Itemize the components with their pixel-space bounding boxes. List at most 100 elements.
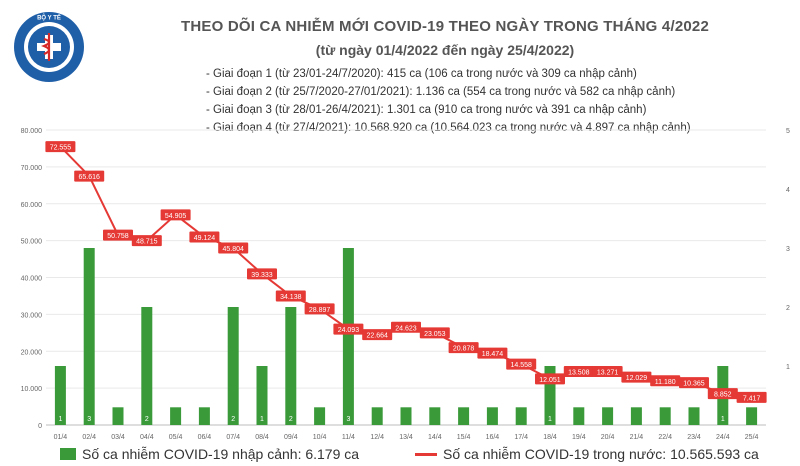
line-data-label: 12.029	[626, 375, 648, 382]
line-data-label: 34.138	[280, 294, 302, 301]
line-data-label: 22.664	[366, 333, 388, 340]
bar-imported	[170, 407, 182, 425]
x-axis-tick-label: 13/4	[399, 434, 413, 441]
line-label-box	[535, 373, 565, 385]
line-label-box	[736, 391, 767, 403]
line-label-box	[189, 231, 220, 243]
line-data-label: 28.897	[309, 307, 331, 314]
bar-data-label: 1	[548, 416, 552, 423]
left-axis-tick-label: 50.000	[21, 239, 43, 246]
line-label-box	[247, 268, 277, 280]
bar-data-label: 2	[145, 416, 149, 423]
line-label-box	[621, 371, 652, 383]
legend-label-imported: Số ca nhiễm COVID-19 nhập cảnh: 6.179 ca	[82, 446, 360, 462]
line-data-label: 7.417	[743, 395, 761, 402]
line-data-label: 12.051	[539, 377, 561, 384]
line-label-box	[419, 327, 450, 339]
bar-imported	[659, 407, 671, 425]
line-data-label: 24.093	[338, 327, 360, 334]
line-data-label: 8.852	[714, 392, 732, 399]
bar-imported	[429, 407, 441, 425]
bar-imported	[458, 407, 470, 425]
line-label-box	[391, 321, 421, 333]
line-data-label: 11.180	[655, 379, 676, 386]
x-axis-tick-label: 18/4	[543, 434, 557, 441]
line-data-label: 50.758	[107, 233, 129, 240]
line-label-box	[477, 347, 508, 359]
left-axis-tick-label: 0	[38, 423, 42, 430]
phase-2-note: - Giai đoạn 2 (từ 25/7/2020-27/01/2021):…	[206, 86, 676, 98]
line-data-label: 23.053	[424, 331, 446, 338]
phase-3-note: - Giai đoạn 3 (từ 28/01-26/4/2021): 1.30…	[206, 104, 647, 116]
x-axis-tick-label: 23/4	[687, 434, 701, 441]
line-label-box	[362, 329, 393, 341]
line-data-label: 72.555	[50, 145, 72, 152]
line-domestic	[59, 145, 752, 399]
legend-swatch-bar	[60, 448, 76, 460]
chart-subtitle: (từ ngày 01/4/2022 đến ngày 25/4/2022)	[315, 42, 575, 58]
x-axis-tick-label: 19/4	[572, 434, 586, 441]
x-axis-tick-label: 04/4	[140, 434, 154, 441]
x-axis-tick-label: 20/4	[601, 434, 615, 441]
x-axis-tick-label: 09/4	[284, 434, 298, 441]
x-axis-tick-label: 01/4	[54, 434, 68, 441]
x-axis-tick-label: 21/4	[630, 434, 644, 441]
line-label-box	[74, 170, 105, 182]
line-label-box	[45, 141, 76, 153]
bar-imported	[198, 407, 210, 425]
right-axis-tick-label: 3	[786, 246, 790, 253]
bar-imported	[746, 407, 758, 425]
x-axis-tick-label: 11/4	[342, 434, 355, 441]
x-axis-tick-label: 08/4	[255, 434, 269, 441]
logo-text: BỘ Y TẾ	[37, 14, 61, 22]
left-axis-tick-label: 30.000	[21, 312, 43, 319]
line-label-box	[448, 342, 479, 354]
phase-1-note: - Giai đoạn 1 (từ 23/01-24/7/2020): 415 …	[206, 68, 637, 80]
line-label-box	[650, 375, 681, 387]
bar-imported	[54, 366, 66, 425]
x-axis-tick-label: 02/4	[82, 434, 96, 441]
line-data-label: 13.508	[568, 370, 590, 377]
line-data-label: 24.623	[395, 325, 417, 332]
covid-chart: 0 10.000 20.000 30.000 40.000 50.000 60.000 70.…	[21, 128, 790, 441]
bar-imported	[602, 407, 614, 425]
x-axis-tick-label: 03/4	[111, 434, 125, 441]
line-data-label: 39.333	[251, 272, 273, 279]
line-label-box	[218, 242, 249, 254]
line-label-box	[304, 303, 335, 315]
line-label-box	[563, 366, 594, 378]
bar-data-label: 3	[346, 416, 350, 423]
left-axis-tick-label: 60.000	[21, 202, 43, 209]
bar-imported	[285, 307, 297, 425]
x-axis-tick-label: 12/4	[370, 434, 384, 441]
line-data-label: 18.474	[482, 351, 504, 358]
bar-imported	[256, 366, 268, 425]
x-axis-tick-label: 10/4	[313, 434, 327, 441]
right-axis-tick-label: 4	[786, 187, 790, 194]
bar-imported	[141, 307, 153, 425]
bar-imported	[314, 407, 326, 425]
ministry-logo: BỘ Y TẾ	[14, 12, 84, 82]
line-data-label: 65.616	[78, 174, 100, 181]
line-data-label: 10.365	[683, 381, 705, 388]
chart-title: THEO DÕI CA NHIỄM MỚI COVID-19 THEO NGÀY…	[181, 18, 709, 35]
left-axis-tick-label: 80.000	[21, 128, 43, 135]
left-axis-tick-label: 70.000	[21, 165, 43, 172]
line-label-box	[103, 229, 133, 241]
right-axis-tick-label: 2	[786, 305, 790, 312]
bar-imported	[486, 407, 498, 425]
right-axis-tick-label: 1	[786, 364, 790, 371]
bar-imported	[515, 407, 527, 425]
line-data-label: 48.715	[136, 239, 158, 246]
bar-imported	[83, 248, 95, 425]
bar-imported	[630, 407, 642, 425]
line-label-box	[333, 323, 364, 335]
line-data-label: 54.905	[165, 213, 187, 220]
x-axis-tick-label: 07/4	[226, 434, 240, 441]
x-axis-tick-label: 22/4	[658, 434, 672, 441]
line-data-label: 20.878	[453, 346, 475, 353]
bar-data-label: 2	[289, 416, 293, 423]
x-axis-tick-label: 25/4	[745, 434, 759, 441]
phase-4-note: - Giai đoạn 4 (từ 27/4/2021): 10.568.920…	[206, 122, 691, 134]
right-axis-tick-label: 5	[786, 128, 790, 135]
